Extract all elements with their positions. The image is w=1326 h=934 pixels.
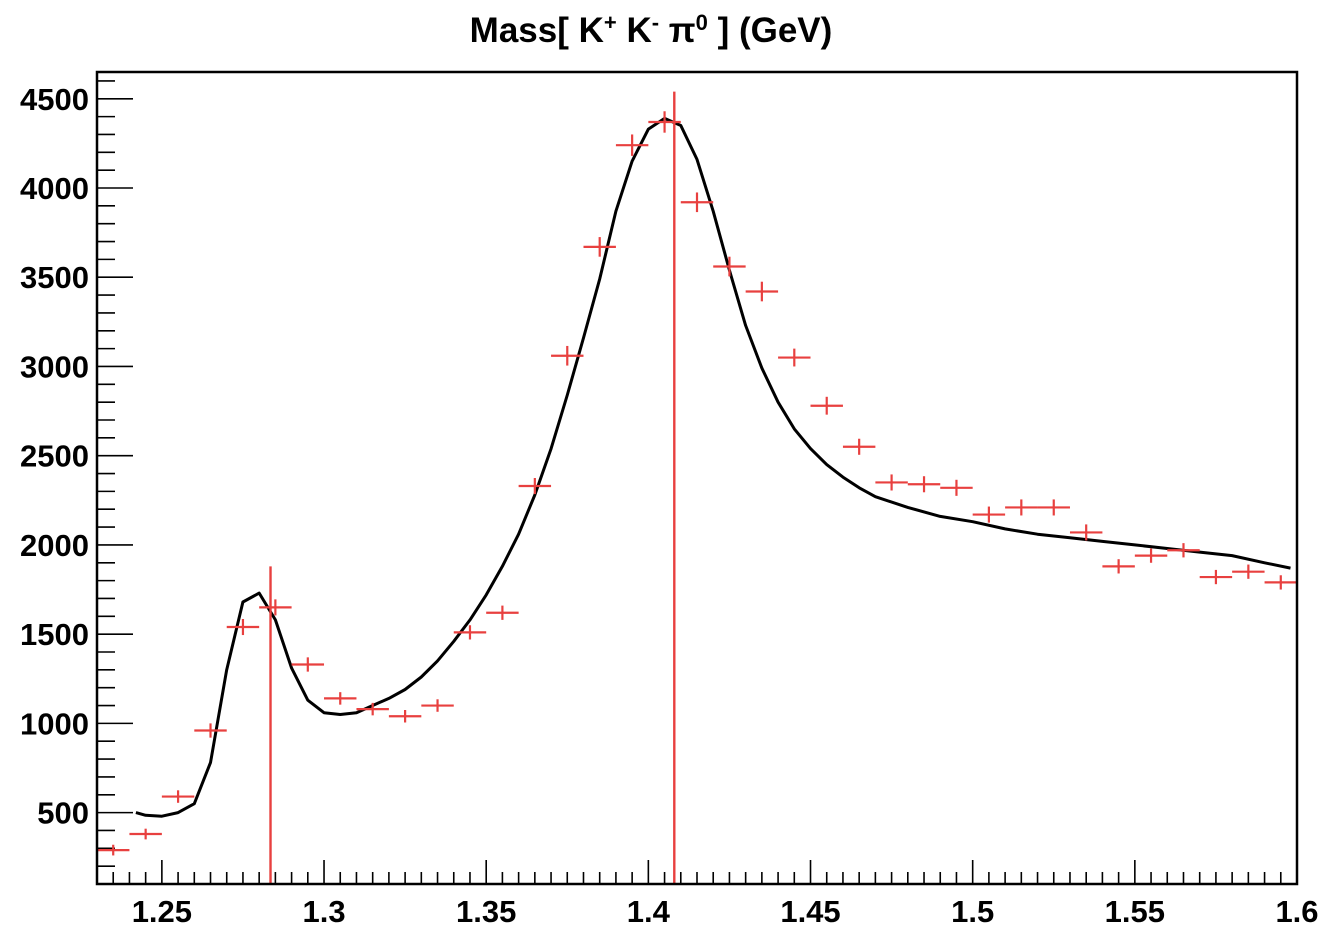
data-point	[453, 625, 487, 640]
data-point	[551, 345, 584, 366]
data-point	[291, 657, 325, 672]
marker-line-layer	[269, 91, 676, 884]
y-tick-label: 4500	[20, 82, 89, 117]
y-tick-label: 1500	[20, 617, 89, 652]
data-point	[194, 723, 227, 738]
data-point	[1232, 564, 1265, 579]
data-point	[907, 476, 941, 493]
data-point	[97, 844, 130, 856]
fit-curve-layer	[135, 116, 1291, 818]
chart-title: Mass[ K+ K- π0 ] (GeV)	[470, 10, 833, 50]
data-point	[356, 702, 389, 716]
data-point	[1037, 499, 1070, 516]
data-point	[129, 828, 162, 840]
data-points-layer	[97, 111, 1297, 856]
data-point	[810, 396, 843, 415]
x-tick-label: 1.5	[951, 894, 994, 929]
data-point	[226, 618, 260, 636]
x-tick-label: 1.3	[302, 894, 345, 929]
data-point	[421, 699, 454, 712]
data-point	[713, 256, 746, 277]
y-tick-label: 2000	[20, 528, 89, 563]
data-point	[648, 111, 681, 133]
data-point	[778, 348, 811, 367]
data-point	[615, 134, 649, 156]
plot-frame	[95, 70, 1299, 886]
data-point	[583, 237, 616, 257]
x-tick-label: 1.45	[780, 894, 840, 929]
x-tick-label: 1.55	[1105, 894, 1165, 929]
axes: 1.25 1.3 1.35 1.4 1.45 1.5 1.55 1.6 500 1000 1500 2…	[20, 80, 1319, 929]
x-tick-label: 1.6	[1275, 894, 1318, 929]
x-tick-label: 1.25	[132, 894, 192, 929]
data-point	[518, 478, 552, 495]
y-tick-label: 1000	[20, 706, 89, 741]
data-point	[1102, 559, 1135, 574]
x-tick-label: 1.35	[456, 894, 516, 929]
data-point	[745, 281, 779, 302]
data-point	[259, 599, 292, 616]
y-tick-label: 2500	[20, 439, 89, 474]
x-tick-label: 1.4	[627, 894, 671, 929]
data-point	[324, 692, 357, 705]
data-point	[1005, 499, 1038, 516]
data-point	[875, 474, 908, 491]
data-point	[1199, 569, 1233, 585]
data-point	[161, 790, 195, 803]
y-tick-label: 3500	[20, 260, 89, 295]
data-point	[680, 192, 714, 213]
data-point	[1069, 524, 1103, 541]
data-point	[486, 605, 519, 620]
y-tick-label: 3000	[20, 349, 89, 384]
data-point	[1264, 575, 1297, 590]
y-tick-label: 500	[37, 796, 89, 831]
fit-curve	[135, 116, 1291, 818]
y-tick-label: 4000	[20, 171, 89, 206]
data-point	[842, 438, 876, 455]
data-point	[388, 710, 422, 723]
data-point	[972, 506, 1006, 523]
data-point	[1134, 548, 1168, 563]
data-point	[1167, 543, 1200, 558]
data-point	[940, 479, 973, 496]
